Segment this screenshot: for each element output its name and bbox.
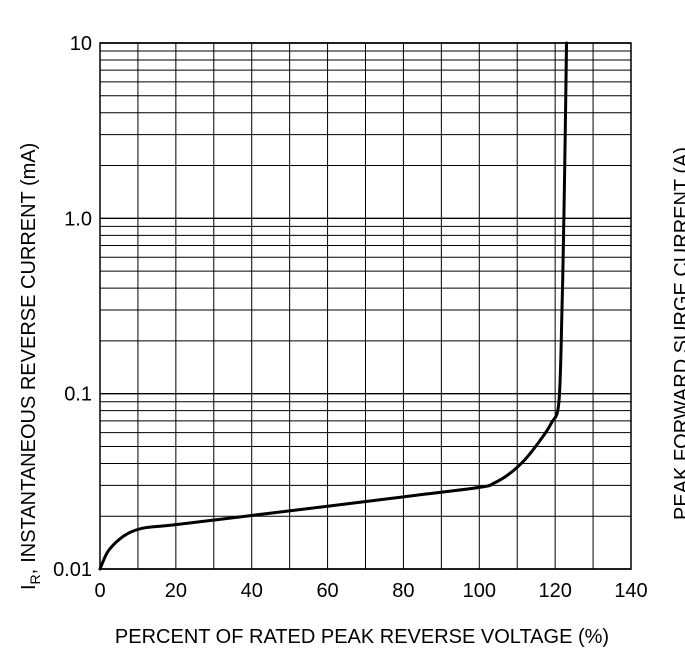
x-tick-label: 140 [614,580,647,602]
series-line-0 [98,41,569,571]
adjacent-chart-clipped-label: PEAK FORWARD SURGE CURRENT (A) [671,147,685,520]
y-axis-label-subscript: R [27,574,43,584]
grid-lines [99,42,632,570]
x-axis-label: PERCENT OF RATED PEAK REVERSE VOLTAGE (%… [115,626,609,648]
x-tick-label: 120 [538,580,571,602]
y-axis-label-separator: , [18,569,40,575]
x-tick-label: 20 [165,580,187,602]
x-tick-label: 100 [463,580,496,602]
series-layer [98,41,569,571]
y-tick-label: 10 [70,33,92,55]
x-tick-label: 60 [316,580,338,602]
plot-frame [99,42,632,570]
x-tick-label: 80 [392,580,414,602]
x-tick-label: 40 [241,580,263,602]
y-axis-label-text: INSTANTANEOUS REVERSE CURRENT (mA) [18,143,40,563]
y-tick-label: 0.1 [64,384,92,406]
y-axis-label-symbol: I [18,584,40,590]
x-tick-label: 0 [94,580,105,602]
y-tick-labels: 0.01 0.1 1.0 10 [53,33,92,581]
y-tick-label: 1.0 [64,208,92,230]
x-tick-labels: 0 20 40 60 80 100 120 140 [94,580,647,602]
y-tick-label: 0.01 [53,559,92,581]
y-axis-label: IR, INSTANTANEOUS REVERSE CURRENT (mA) [18,143,43,590]
